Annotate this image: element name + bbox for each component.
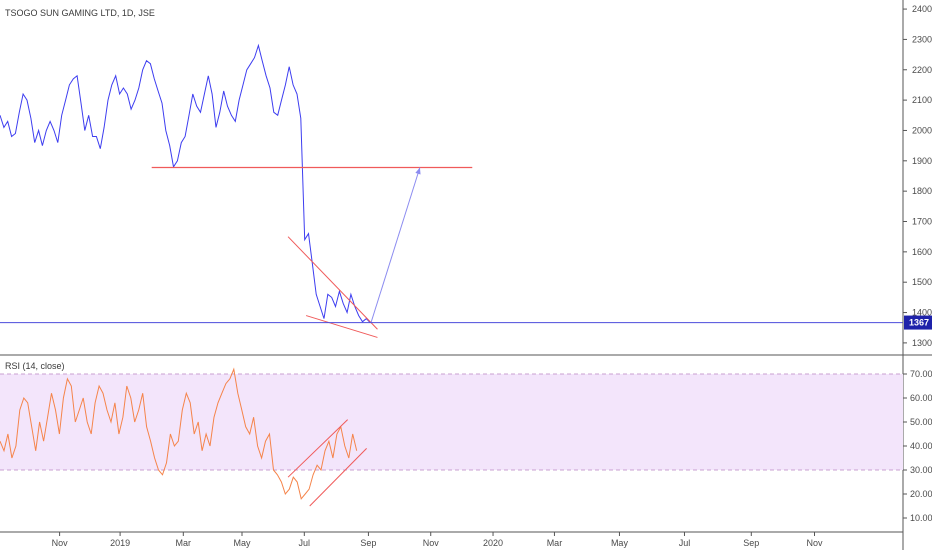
rsi-tick-label: 50.00 — [910, 417, 932, 427]
rsi-tick-label: 70.00 — [910, 369, 932, 379]
rsi-tick-label: 60.00 — [910, 393, 932, 403]
rsi-tick-label: 20.00 — [910, 489, 932, 499]
time-axis: Nov 2019 Mar May Jul Sep Nov 2020 Mar May Jul Sep No… — [52, 532, 823, 548]
price-tick-label: 2200 — [912, 65, 932, 75]
price-tick-label: 1500 — [912, 277, 932, 287]
price-tick-label: 1300 — [912, 338, 932, 348]
annotation-projection — [370, 167, 421, 323]
rsi-tick-label: 30.00 — [910, 465, 932, 475]
x-tick-label: Sep — [360, 538, 376, 548]
rsi-tick-label: 40.00 — [910, 441, 932, 451]
price-tick-label: 2400 — [912, 4, 932, 14]
price-tick-label: 1600 — [912, 247, 932, 257]
rsi-indicator-title: RSI (14, close) — [5, 361, 65, 371]
price-tick-label: 2000 — [912, 125, 932, 135]
x-tick-label: Mar — [547, 538, 563, 548]
price-panel: TSOGO SUN GAMING LTD, 1D, JSE — [0, 8, 903, 338]
x-tick-label: May — [611, 538, 629, 548]
x-tick-label: Sep — [743, 538, 759, 548]
x-tick-label: May — [233, 538, 251, 548]
price-tick-label: 1800 — [912, 186, 932, 196]
x-tick-label: Jul — [679, 538, 691, 548]
rsi-panel: RSI (14, close) — [0, 361, 903, 507]
annotation-channel-upper — [287, 419, 349, 478]
price-tick-label: 2100 — [912, 95, 932, 105]
rsi-band — [0, 374, 903, 470]
x-tick-label: Mar — [176, 538, 192, 548]
current-price-tag — [904, 315, 932, 330]
x-tick-label: Jul — [299, 538, 311, 548]
price-chart-title: TSOGO SUN GAMING LTD, 1D, JSE — [5, 8, 155, 18]
x-tick-label: 2020 — [483, 538, 503, 548]
price-line — [0, 43, 371, 323]
rsi-line — [0, 367, 358, 500]
price-tick-label: 1400 — [912, 308, 932, 318]
projection-arrowhead — [415, 167, 421, 175]
annotation-wedge-upper — [287, 236, 378, 330]
x-tick-label: Nov — [806, 538, 823, 548]
current-price-tag-label: 1367 — [909, 318, 929, 328]
price-tick-label: 1700 — [912, 217, 932, 227]
price-tick-label: 2300 — [912, 34, 932, 44]
rsi-tick-label: 10.00 — [910, 513, 932, 523]
x-tick-label: 2019 — [110, 538, 130, 548]
annotation-wedge-lower — [305, 315, 378, 338]
annotation-channel-lower — [309, 448, 367, 507]
price-tick-label: 1900 — [912, 156, 932, 166]
x-tick-label: Nov — [52, 538, 69, 548]
x-tick-label: Nov — [423, 538, 440, 548]
